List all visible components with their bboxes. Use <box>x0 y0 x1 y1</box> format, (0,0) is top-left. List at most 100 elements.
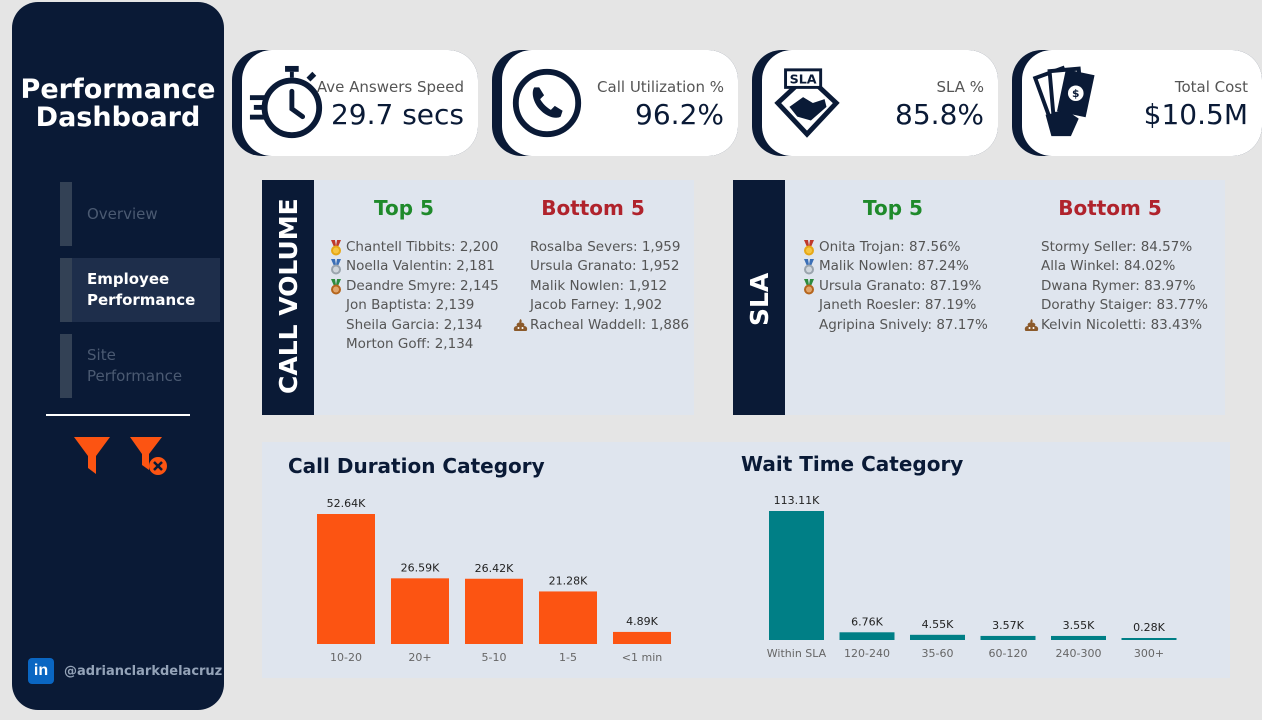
list-item: Deandre Smyre: 2,145 <box>328 277 499 296</box>
list-item: Chantell Tibbits: 2,200 <box>328 238 499 257</box>
data-label: 3.55K <box>1063 619 1095 632</box>
category-tick-label: 20+ <box>408 651 431 664</box>
call-volume-title: CALL VOLUME <box>274 198 303 394</box>
category-tick-label: 120-240 <box>844 647 890 660</box>
silver-medal-icon <box>328 259 344 275</box>
sla-title: SLA <box>745 272 774 326</box>
money-hand-icon: $ <box>1032 65 1095 137</box>
call-volume-top-list: Chantell Tibbits: 2,200 Noella Valentin:… <box>328 238 499 354</box>
nav-site-label-1: Site <box>87 346 116 364</box>
filter-icon[interactable] <box>72 434 112 478</box>
list-item: Dorathy Staiger: 83.77% <box>1041 297 1208 314</box>
kpi-label: Call Utilization % <box>597 78 724 96</box>
sla-panel: SLA Top 5 Bottom 5 Onita Trojan: 87.56% … <box>733 180 1225 415</box>
linkedin-handle: @adrianclarkdelacruz <box>64 663 223 679</box>
sla-handshake-icon: SLA <box>774 68 840 138</box>
bar-10-20[interactable] <box>317 514 375 644</box>
data-label: 4.55K <box>922 618 954 631</box>
wait-time-chart-title: Wait Time Category <box>741 452 964 476</box>
list-item: Ursula Granato: 87.19% <box>801 277 988 296</box>
sidebar: Performance Dashboard Overview Employee P… <box>12 2 224 710</box>
title-line-1: Performance <box>20 74 216 105</box>
list-item: Stormy Seller: 84.57% <box>1041 239 1193 255</box>
category-tick-label: 240-300 <box>1056 647 1102 660</box>
bar-300+[interactable] <box>1121 638 1177 640</box>
call-duration-chart-title: Call Duration Category <box>288 454 545 478</box>
nav-site-performance[interactable]: Site Performance <box>60 334 220 398</box>
list-item: Jacob Farney: 1,902 <box>530 297 663 314</box>
bar-5-10[interactable] <box>465 578 523 644</box>
data-label: 52.64K <box>327 497 366 510</box>
bar-20+[interactable] <box>391 578 449 644</box>
dashboard-title: Performance Dashboard <box>12 76 224 132</box>
bronze-medal-icon <box>801 279 817 295</box>
kpi-sla: SLA SLA % 85.8% <box>752 50 998 156</box>
call-volume-panel: CALL VOLUME Top 5 Bottom 5 Chantell Tibb… <box>262 180 694 415</box>
bar-Within SLA[interactable] <box>769 511 824 640</box>
gold-medal-icon <box>328 240 344 256</box>
kpi-value: 29.7 secs <box>330 98 464 131</box>
clear-filter-icon[interactable] <box>128 434 168 478</box>
data-label: 26.42K <box>475 562 514 575</box>
silver-medal-icon <box>801 259 817 275</box>
list-item: Malik Nowlen: 1,912 <box>530 277 668 294</box>
kpi-call-utilization: Call Utilization % 96.2% <box>492 50 738 156</box>
data-label: 6.76K <box>851 615 883 628</box>
sla-strip <box>733 180 785 415</box>
category-tick-label: 35-60 <box>922 647 954 660</box>
sla-bottom-list: Stormy Seller: 84.57% Alla Winkel: 84.02… <box>1023 238 1208 335</box>
kpi-label: Total Cost <box>1174 78 1248 96</box>
kpi-label: SLA % <box>936 78 984 96</box>
phone-icon <box>512 68 582 138</box>
category-tick-label: 60-120 <box>989 647 1028 660</box>
poo-icon <box>1023 318 1040 333</box>
kpi-value: 96.2% <box>635 98 724 131</box>
call-volume-top-heading: Top 5 <box>374 196 434 220</box>
charts-panel: Call Duration Category Wait Time Categor… <box>262 442 1230 678</box>
category-tick-label: Within SLA <box>767 647 827 660</box>
sla-top-heading: Top 5 <box>863 196 923 220</box>
kpi-value: 85.8% <box>895 98 984 131</box>
bar-1-5[interactable] <box>539 591 597 644</box>
list-item: Alla Winkel: 84.02% <box>1041 258 1176 275</box>
title-line-2: Dashboard <box>35 102 201 133</box>
stopwatch-icon <box>249 65 323 139</box>
bronze-medal-icon <box>328 279 344 295</box>
gold-medal-icon <box>801 240 817 256</box>
bar-35-60[interactable] <box>910 634 965 640</box>
category-tick-label: 5-10 <box>482 651 507 664</box>
linkedin-link[interactable]: in @adrianclarkdelacruz <box>28 658 222 684</box>
nav-employee-label-1: Employee <box>87 270 170 288</box>
list-item: Jon Baptista: 2,139 <box>346 297 475 314</box>
kpi-total-cost: $ Total Cost $10.5M <box>1012 50 1262 156</box>
list-item: Onita Trojan: 87.56% <box>801 238 988 257</box>
svg-text:$: $ <box>1072 87 1079 100</box>
list-item: Malik Nowlen: 87.24% <box>801 257 988 276</box>
nav-employee-label-2: Performance <box>87 291 196 309</box>
bar-<1 min[interactable] <box>613 631 671 644</box>
bar-240-300[interactable] <box>1051 635 1106 640</box>
data-label: 4.89K <box>626 615 658 628</box>
call-volume-bottom-list: Rosalba Severs: 1,959 Ursula Granato: 1,… <box>512 238 689 335</box>
kpi-ave-answer-speed: Ave Answers Speed 29.7 secs <box>232 50 478 156</box>
bar-120-240[interactable] <box>839 632 895 640</box>
nav-overview-label: Overview <box>87 204 158 223</box>
category-tick-label: 300+ <box>1134 647 1164 660</box>
nav-employee-performance[interactable]: Employee Performance <box>60 258 220 322</box>
list-item: Noella Valentin: 2,181 <box>328 257 499 276</box>
wait-time-chart: 113.11K Within SLA 6.76K 120-240 4.55K 35-60 3… <box>767 494 1177 660</box>
kpi-value: $10.5M <box>1143 98 1248 131</box>
data-label: 0.28K <box>1133 621 1165 634</box>
svg-text:SLA: SLA <box>790 72 817 87</box>
data-label: 26.59K <box>401 561 440 574</box>
data-label: 3.57K <box>992 619 1024 632</box>
data-label: 21.28K <box>549 574 588 587</box>
call-volume-strip <box>262 180 314 415</box>
sla-bottom-heading: Bottom 5 <box>1058 196 1162 220</box>
list-item: Agripina Snively: 87.17% <box>819 316 988 333</box>
nav-overview[interactable]: Overview <box>60 182 220 246</box>
list-item: Morton Goff: 2,134 <box>346 336 474 353</box>
data-label: 113.11K <box>774 494 820 507</box>
sla-top-list: Onita Trojan: 87.56% Malik Nowlen: 87.24… <box>801 238 988 335</box>
bar-60-120[interactable] <box>980 635 1036 640</box>
